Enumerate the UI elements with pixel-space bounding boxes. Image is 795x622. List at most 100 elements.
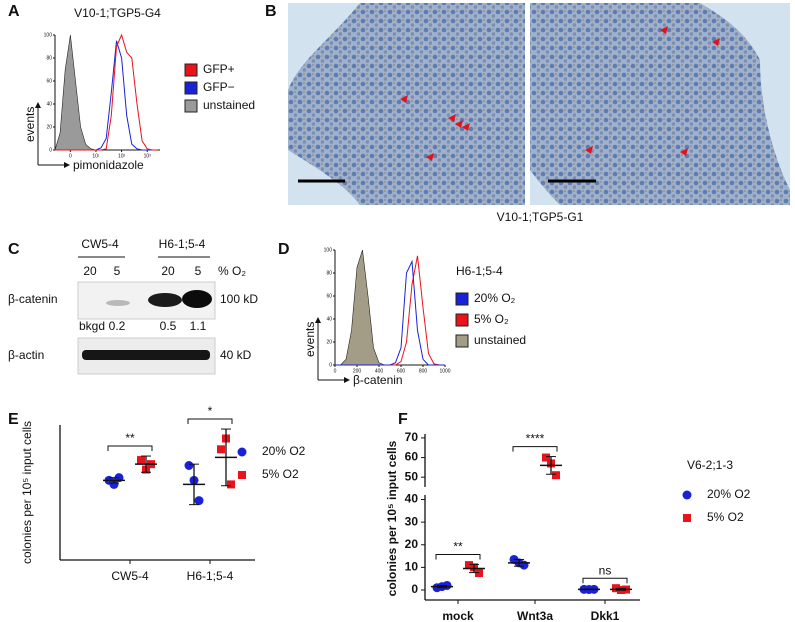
x-tick-label: 0 <box>69 153 72 159</box>
legend-label: 20% O2 <box>707 487 751 501</box>
legend-marker <box>184 99 198 113</box>
panel-label: A <box>8 3 20 20</box>
y-tick-label: 100 <box>44 32 53 38</box>
significance-label: ** <box>453 540 463 554</box>
panel-label: F <box>398 411 408 428</box>
point <box>552 471 560 480</box>
quant-label: bkgd <box>79 319 105 333</box>
y-tick-label: 40 <box>326 316 332 322</box>
legend-title: V6-2;1-3 <box>687 458 733 472</box>
lane-label: 5 <box>114 264 121 278</box>
lane-label: 20 <box>83 264 97 278</box>
significance-bracket <box>435 553 481 560</box>
legend-marker <box>455 334 469 348</box>
point <box>227 480 235 489</box>
legend-label: 5% O₂ <box>474 312 509 326</box>
legend-marker <box>184 63 198 77</box>
micrograph <box>288 3 525 205</box>
histogram-line <box>335 259 445 366</box>
point <box>109 479 119 489</box>
x-tick-label: CW5-4 <box>111 569 149 583</box>
quant-value: 0.5 <box>160 319 177 333</box>
panel-label: E <box>8 411 19 428</box>
significance-label: ns <box>599 563 612 577</box>
micrograph <box>530 3 790 205</box>
x-tick-label: H6-1;5-4 <box>187 569 234 583</box>
legend-marker <box>237 447 247 457</box>
significance-label: ** <box>125 431 135 445</box>
significance-label: **** <box>526 432 545 446</box>
y-axis-label: colonies per 10⁵ input cells <box>385 440 399 596</box>
y-tick-label: 60 <box>326 293 332 299</box>
western-blot: CW5-4 H6-1;5-4 20 5 20 5 % O₂ β-catenin … <box>8 237 258 375</box>
lane-unit: % O₂ <box>218 264 246 278</box>
y-tick-label: 40 <box>46 101 52 107</box>
chart-title: V10-1;TGP5-G4 <box>74 6 161 20</box>
legend-marker <box>238 471 246 479</box>
protein-label: β-actin <box>8 348 44 362</box>
lane-label: 20 <box>161 264 175 278</box>
significance-bracket <box>107 445 153 452</box>
y-tick-label: 60 <box>46 78 52 84</box>
y-axis-label: colonies per 10⁵ input cells <box>20 421 34 564</box>
panel-label: C <box>8 241 20 258</box>
point <box>465 561 473 570</box>
quant-value: 0.2 <box>109 319 126 333</box>
y-axis-label: events <box>303 322 317 357</box>
y-tick-label: 80 <box>46 55 52 61</box>
legend-label: GFP− <box>203 80 235 94</box>
y-tick-label: 0 <box>411 582 418 596</box>
legend-marker <box>455 292 469 306</box>
x-tick-label: 0 <box>334 368 337 374</box>
y-tick-label: 20 <box>326 339 332 345</box>
x-tick-label: 1000 <box>439 368 450 374</box>
legend-marker <box>682 490 692 500</box>
x-tick-label: Dkk1 <box>591 609 620 622</box>
protein-label: β-catenin <box>8 292 58 306</box>
panel-label: B <box>265 3 277 20</box>
x-axis-label: pimonidazole <box>73 158 144 172</box>
significance-bracket <box>582 577 628 584</box>
legend-marker <box>455 313 469 327</box>
point <box>184 461 194 470</box>
histogram-line <box>55 33 158 151</box>
significance-bracket <box>187 418 233 425</box>
point <box>137 456 145 465</box>
legend-label: GFP+ <box>203 62 235 76</box>
panel-label: D <box>278 241 290 258</box>
legend-label: unstained <box>474 333 526 347</box>
y-tick-label: 0 <box>49 147 52 153</box>
legend-label: unstained <box>203 98 255 112</box>
x-tick-label: 10² <box>118 153 126 159</box>
point <box>519 560 529 570</box>
legend-label: 5% O2 <box>707 510 744 524</box>
x-tick-label: mock <box>442 609 474 622</box>
quant-value: 1.1 <box>190 319 207 333</box>
size-label: 40 kD <box>220 348 252 362</box>
legend-title: H6-1;5-4 <box>456 264 503 278</box>
histogram-area <box>54 34 158 151</box>
x-tick-label: 10¹ <box>92 153 100 159</box>
y-tick-label: 100 <box>324 247 333 253</box>
size-label: 100 kD <box>220 292 258 306</box>
legend-marker <box>683 514 691 522</box>
y-tick-label: 20 <box>46 124 52 130</box>
y-tick-label: 50 <box>405 469 419 483</box>
legend-label: 5% O2 <box>262 467 299 481</box>
x-tick-label: 200 <box>353 368 362 374</box>
legend-label: 20% O₂ <box>474 291 516 305</box>
y-tick-label: 80 <box>326 270 332 276</box>
x-tick-label: 600 <box>397 368 406 374</box>
y-tick-label: 70 <box>405 430 419 444</box>
point <box>217 445 225 454</box>
lane-label: 5 <box>195 264 202 278</box>
y-tick-label: 60 <box>405 450 419 464</box>
x-axis-label: β-catenin <box>353 373 403 387</box>
legend-label: 20% O2 <box>262 444 306 458</box>
y-tick-label: 10 <box>405 560 419 574</box>
x-tick-label: 400 <box>375 368 384 374</box>
x-tick-label: Wnt3a <box>517 609 553 622</box>
legend-marker <box>184 81 198 95</box>
